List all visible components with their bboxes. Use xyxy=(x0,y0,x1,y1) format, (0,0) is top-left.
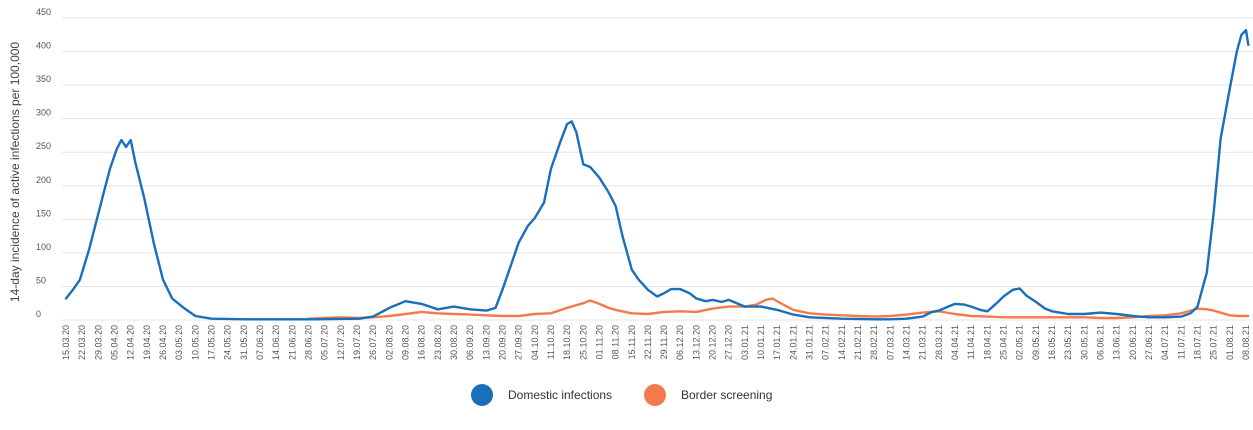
x-tick-label: 19.07.20 xyxy=(352,325,362,360)
x-tick-label: 08.08.21 xyxy=(1241,325,1251,360)
x-tick-label: 10.05.20 xyxy=(190,325,200,360)
x-tick-label: 28.03.21 xyxy=(934,325,944,360)
y-axis-label: 14-day incidence of active infections pe… xyxy=(8,42,22,302)
series-line-border xyxy=(307,297,1250,320)
x-tick-label: 04.07.21 xyxy=(1160,325,1170,360)
x-tick-label: 10.01.21 xyxy=(756,325,766,360)
x-tick-label: 25.10.20 xyxy=(578,325,588,360)
legend-item-border[interactable]: Border screening xyxy=(644,384,772,406)
x-tick-label: 31.05.20 xyxy=(239,325,249,360)
x-tick-label: 12.04.20 xyxy=(126,325,136,360)
series-line-domestic xyxy=(64,28,1250,321)
y-tick-label: 50 xyxy=(36,275,46,285)
x-tick-label: 07.06.20 xyxy=(255,325,265,360)
x-tick-label: 01.08.21 xyxy=(1225,325,1235,360)
series-lines xyxy=(64,28,1250,321)
x-tick-label: 13.12.20 xyxy=(691,325,701,360)
y-tick-label: 100 xyxy=(36,242,51,252)
x-tick-label: 21.06.20 xyxy=(287,325,297,360)
x-tick-label: 19.04.20 xyxy=(142,325,152,360)
x-tick-label: 02.08.20 xyxy=(384,325,394,360)
x-tick-label: 20.06.21 xyxy=(1128,325,1138,360)
y-tick-label: 250 xyxy=(36,141,51,151)
x-tick-label: 18.07.21 xyxy=(1193,325,1203,360)
y-tick-label: 0 xyxy=(36,309,41,319)
x-tick-label: 11.10.20 xyxy=(546,325,556,359)
x-tick-label: 27.06.21 xyxy=(1144,325,1154,360)
x-tick-label: 03.01.21 xyxy=(740,325,750,360)
x-tick-label: 22.11.20 xyxy=(643,325,653,359)
x-tick-label: 16.05.21 xyxy=(1047,325,1057,360)
x-tick-label: 14.06.20 xyxy=(271,325,281,360)
x-tick-label: 31.01.21 xyxy=(805,325,815,360)
x-tick-label: 16.08.20 xyxy=(417,325,427,360)
x-tick-label: 22.03.20 xyxy=(77,325,87,360)
x-tick-label: 04.10.20 xyxy=(530,325,540,360)
x-tick-label: 08.11.20 xyxy=(611,325,621,359)
x-tick-label: 30.05.21 xyxy=(1079,325,1089,360)
x-tick-label: 26.07.20 xyxy=(368,325,378,360)
x-tick-label: 13.09.20 xyxy=(481,325,491,360)
x-tick-label: 05.07.20 xyxy=(320,325,330,360)
x-tick-label: 15.11.20 xyxy=(627,325,637,359)
x-tick-label: 14.03.21 xyxy=(902,325,912,360)
x-tick-label: 29.03.20 xyxy=(93,325,103,360)
x-tick-label: 27.09.20 xyxy=(514,325,524,360)
x-tick-label: 01.11.20 xyxy=(594,325,604,359)
x-tick-label: 20.12.20 xyxy=(708,325,718,360)
x-tick-label: 28.02.21 xyxy=(869,325,879,360)
y-tick-label: 350 xyxy=(36,74,51,84)
legend-label-border: Border screening xyxy=(681,388,772,402)
x-tick-label: 30.08.20 xyxy=(449,325,459,360)
x-tick-label: 25.04.21 xyxy=(999,325,1009,360)
x-tick-label: 13.06.21 xyxy=(1112,325,1122,360)
x-tick-label: 20.09.20 xyxy=(497,325,507,360)
x-tick-label: 17.05.20 xyxy=(207,325,217,360)
x-tick-label: 17.01.21 xyxy=(772,325,782,360)
x-tick-label: 21.03.21 xyxy=(918,325,928,360)
x-tick-label: 26.04.20 xyxy=(158,325,168,360)
x-tick-label: 06.06.21 xyxy=(1096,325,1106,360)
x-tick-label: 05.04.20 xyxy=(110,325,120,360)
x-tick-label: 24.01.21 xyxy=(788,325,798,360)
x-tick-label: 29.11.20 xyxy=(659,325,669,359)
x-tick-label: 24.05.20 xyxy=(223,325,233,360)
x-tick-label: 14.02.21 xyxy=(837,325,847,360)
x-tick-label: 11.04.21 xyxy=(966,325,976,359)
x-tick-label: 12.07.20 xyxy=(336,325,346,360)
gridlines xyxy=(62,17,1253,321)
x-tick-label: 11.07.21 xyxy=(1176,325,1186,359)
x-tick-label: 09.05.21 xyxy=(1031,325,1041,360)
x-tick-label: 03.05.20 xyxy=(174,325,184,360)
x-tick-label: 27.12.20 xyxy=(724,325,734,360)
x-tick-label: 23.05.21 xyxy=(1063,325,1073,360)
x-axis-ticks: 15.03.20 22.03.20 29.03.20 05.04.20 12.04.20… xyxy=(61,325,1251,360)
x-tick-label: 18.04.21 xyxy=(982,325,992,360)
x-tick-label: 02.05.21 xyxy=(1015,325,1025,360)
x-tick-label: 04.04.21 xyxy=(950,325,960,360)
x-tick-label: 25.07.21 xyxy=(1209,325,1219,360)
x-tick-label: 28.06.20 xyxy=(304,325,314,360)
x-tick-label: 18.10.20 xyxy=(562,325,572,360)
legend-marker-border xyxy=(644,384,666,406)
y-tick-label: 300 xyxy=(36,108,51,118)
x-tick-label: 21.02.21 xyxy=(853,325,863,360)
x-tick-label: 07.02.21 xyxy=(821,325,831,360)
y-tick-label: 150 xyxy=(36,208,51,218)
y-axis-ticks: 0 50 100 150 200 250 300 350 400 450 xyxy=(36,7,51,319)
x-tick-label: 06.12.20 xyxy=(675,325,685,360)
legend-item-domestic[interactable]: Domestic infections xyxy=(471,384,612,406)
x-tick-label: 06.09.20 xyxy=(465,325,475,360)
legend-label-domestic: Domestic infections xyxy=(508,388,612,402)
y-tick-label: 400 xyxy=(36,41,51,51)
y-tick-label: 450 xyxy=(36,7,51,17)
legend[interactable]: Domestic infections Border screening xyxy=(471,384,772,406)
legend-marker-domestic xyxy=(471,384,493,406)
x-tick-label: 23.08.20 xyxy=(433,325,443,360)
x-tick-label: 15.03.20 xyxy=(61,325,71,360)
x-tick-label: 09.08.20 xyxy=(401,325,411,360)
y-tick-label: 200 xyxy=(36,175,51,185)
x-tick-label: 07.03.21 xyxy=(885,325,895,360)
